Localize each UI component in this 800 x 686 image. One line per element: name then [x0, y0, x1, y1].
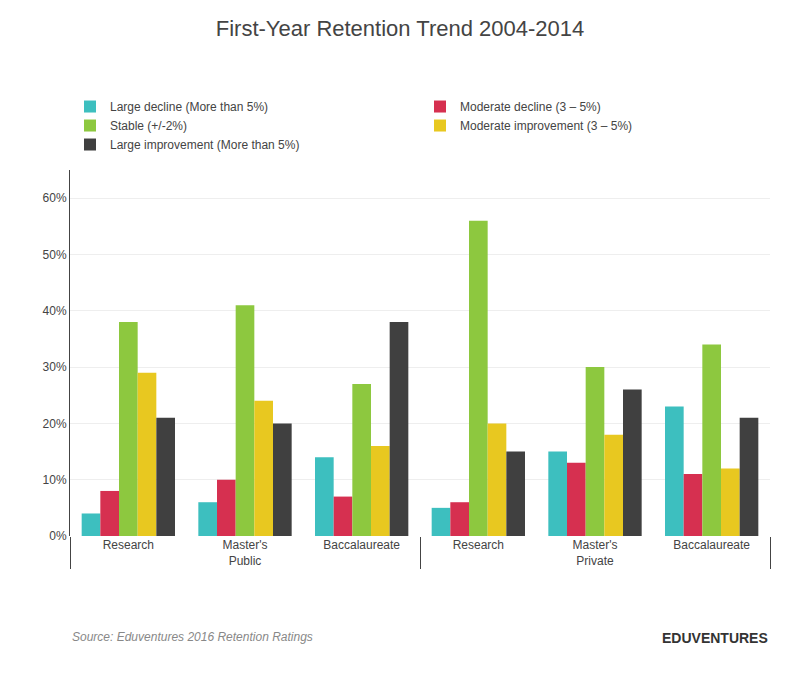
svg-text:Large decline (More than 5%): Large decline (More than 5%) — [110, 100, 268, 114]
svg-text:40%: 40% — [43, 304, 67, 318]
svg-text:Baccalaureate: Baccalaureate — [323, 538, 400, 552]
svg-text:Baccalaureate: Baccalaureate — [673, 538, 750, 552]
svg-text:Source: Eduventures 2016 Reten: Source: Eduventures 2016 Retention Ratin… — [72, 630, 313, 644]
svg-text:50%: 50% — [43, 248, 67, 262]
svg-text:20%: 20% — [43, 417, 67, 431]
svg-text:0%: 0% — [49, 529, 67, 543]
svg-text:Private: Private — [576, 554, 614, 568]
svg-text:Moderate improvement (3 – 5%): Moderate improvement (3 – 5%) — [460, 119, 632, 133]
svg-text:EDUVENTURES: EDUVENTURES — [662, 630, 768, 646]
svg-text:Master's: Master's — [223, 538, 268, 552]
svg-text:First-Year Retention Trend 200: First-Year Retention Trend 2004-2014 — [216, 16, 585, 41]
svg-text:Public: Public — [229, 554, 262, 568]
svg-text:Moderate decline (3 – 5%): Moderate decline (3 – 5%) — [460, 100, 601, 114]
svg-text:60%: 60% — [43, 191, 67, 205]
svg-text:10%: 10% — [43, 473, 67, 487]
svg-text:30%: 30% — [43, 360, 67, 374]
svg-text:Large improvement (More than 5: Large improvement (More than 5%) — [110, 138, 299, 152]
svg-text:Master's: Master's — [573, 538, 618, 552]
svg-text:Research: Research — [453, 538, 504, 552]
svg-text:Research: Research — [103, 538, 154, 552]
svg-text:Stable (+/-2%): Stable (+/-2%) — [110, 119, 187, 133]
